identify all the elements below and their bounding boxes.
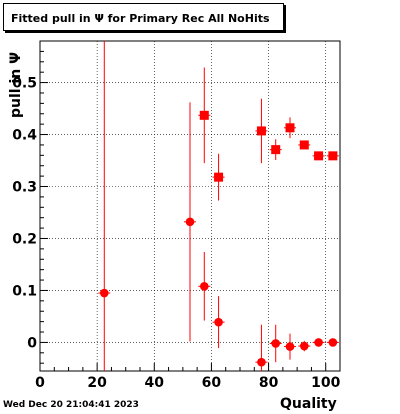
data-point-circle (185, 217, 195, 227)
data-point-square (285, 123, 295, 133)
y-tick-label: 0.2 (12, 231, 37, 247)
data-point-circle (99, 288, 109, 298)
data-point-circle (271, 339, 281, 348)
data-point-circle (199, 281, 209, 291)
title-box: Fitted pull in Ψ for Primary Rec All NoH… (3, 3, 284, 31)
y-tick-label: 0.1 (12, 283, 37, 299)
x-tick-label: 80 (259, 375, 279, 391)
y-tick-label: 0.5 (12, 76, 37, 92)
y-tick-label: 0.4 (12, 128, 37, 144)
timestamp: Wed Dec 20 21:04:41 2023 (3, 400, 139, 410)
data-point-square (256, 126, 266, 136)
data-point-square (328, 151, 338, 161)
data-point-square (314, 151, 324, 161)
data-point-circle (257, 357, 266, 367)
data-point-circle (328, 338, 338, 347)
y-tick-label: 0.3 (12, 180, 37, 196)
y-tick-label: 0 (27, 335, 37, 351)
x-axis-label: Quality (280, 396, 337, 412)
chart-title: Fitted pull in Ψ for Primary Rec All NoH… (11, 12, 270, 25)
x-tick-label: 0 (35, 375, 45, 391)
data-point-circle (214, 317, 223, 327)
x-tick-label: 20 (87, 375, 107, 391)
x-tick-label: 40 (145, 375, 165, 391)
data-point-circle (314, 338, 323, 347)
x-tick-label: 60 (202, 375, 222, 391)
data-point-circle (299, 341, 309, 351)
data-point-circle (285, 342, 295, 351)
y-axis-label: pull in Ψ (8, 52, 24, 118)
data-point-square (214, 172, 224, 182)
data-point-square (199, 110, 209, 120)
x-tick-label: 100 (311, 375, 340, 391)
data-point-square (299, 140, 309, 150)
data-point-square (271, 145, 281, 155)
